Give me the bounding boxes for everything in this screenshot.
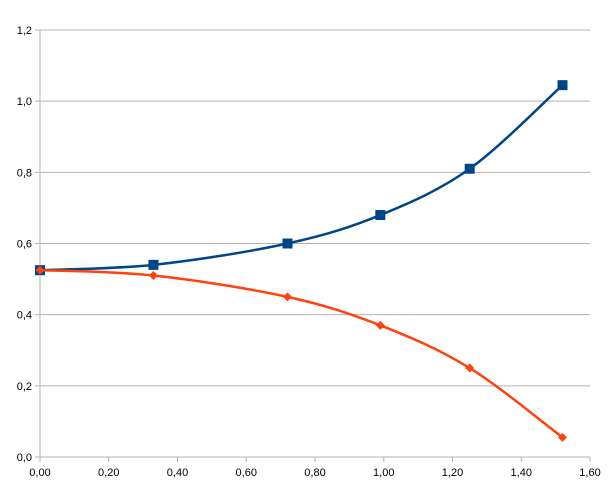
series-2-point	[283, 292, 292, 302]
x-tick-label: 1,40	[511, 467, 532, 479]
x-tick-label: 0,40	[167, 467, 188, 479]
y-tick-label: 1,0	[17, 96, 32, 108]
y-tick-label: 0,4	[17, 310, 32, 322]
x-tick-label: 1,20	[442, 467, 463, 479]
x-tick-label: 1,00	[373, 467, 394, 479]
y-tick-label: 0,0	[17, 452, 32, 464]
y-tick-label: 0,8	[17, 167, 32, 179]
y-tick-label: 0,2	[17, 381, 32, 393]
series-1-point	[148, 259, 159, 270]
x-tick-label: 0,80	[304, 467, 325, 479]
y-tick-label: 1,2	[17, 25, 32, 37]
series-1-point	[375, 210, 386, 221]
x-tick-label: 0,00	[29, 467, 50, 479]
x-tick-label: 0,60	[236, 467, 257, 479]
series-1-point	[464, 163, 475, 174]
x-tick-label: 0,20	[98, 467, 119, 479]
series-1-line	[39, 84, 564, 272]
series-2-point	[35, 265, 45, 275]
x-tick-label: 1,60	[579, 467, 600, 479]
series-2-point	[375, 320, 385, 330]
series-2-point	[148, 271, 158, 281]
series-1-point	[557, 80, 568, 91]
series-1-point	[282, 238, 293, 249]
series-2-point	[465, 363, 475, 373]
y-tick-label: 0,6	[17, 239, 32, 251]
series-2-point	[558, 432, 567, 442]
series-2-line	[39, 268, 564, 439]
